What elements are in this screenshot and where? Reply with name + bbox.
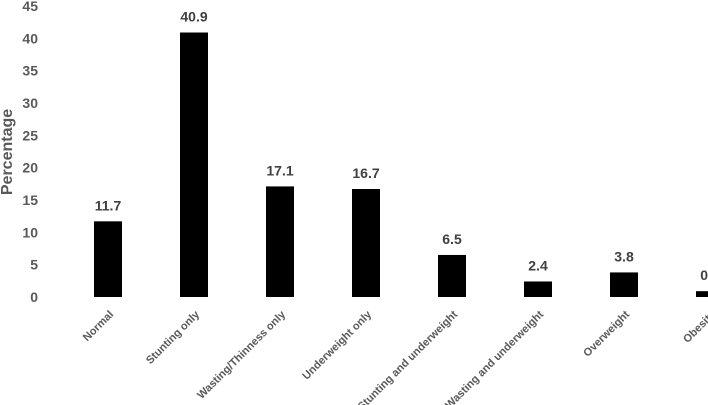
y-tick-label: 10 <box>22 224 38 240</box>
y-tick-label: 40 <box>22 30 38 46</box>
y-tick-label: 30 <box>22 95 38 111</box>
category-label: Stunting and underweight <box>356 308 461 405</box>
data-label: 2.4 <box>528 257 548 273</box>
y-tick-label: 15 <box>22 192 38 208</box>
bar <box>180 32 208 297</box>
y-tick-label: 45 <box>22 0 38 14</box>
y-tick-label: 0 <box>30 289 38 305</box>
category-label: Obesity <box>681 308 708 346</box>
data-label: 0.9 <box>700 267 708 283</box>
category-label: Stunting only <box>144 308 203 367</box>
bar <box>696 291 708 297</box>
category-label: Underweight only <box>300 308 374 382</box>
bar <box>438 254 466 297</box>
y-tick-label: 5 <box>30 257 38 273</box>
bar <box>94 221 122 297</box>
category-label: Normal <box>81 309 116 344</box>
data-label: 17.1 <box>266 162 293 178</box>
y-axis-ticks: 0 5 10 15 20 25 30 35 40 45 <box>22 0 38 305</box>
data-label: 40.9 <box>180 9 207 25</box>
data-label: 6.5 <box>442 231 462 247</box>
category-label: Wasting/Thinness only <box>195 308 289 402</box>
y-axis-label: Percentage <box>0 109 16 195</box>
data-labels: 11.7 40.9 17.1 16.7 6.5 2.4 3.8 0.9 <box>95 9 708 284</box>
data-label: 3.8 <box>614 248 634 264</box>
y-tick-label: 25 <box>22 127 38 143</box>
bar <box>352 189 380 297</box>
bars <box>94 32 708 297</box>
data-label: 11.7 <box>95 197 122 213</box>
bar <box>610 272 638 297</box>
category-label: Wasting and underweight <box>443 308 546 405</box>
y-tick-label: 20 <box>22 160 38 176</box>
bar <box>266 186 294 297</box>
category-label: Overweight <box>581 308 632 359</box>
y-tick-label: 35 <box>22 63 38 79</box>
bar <box>524 281 552 297</box>
data-label: 16.7 <box>352 165 379 181</box>
